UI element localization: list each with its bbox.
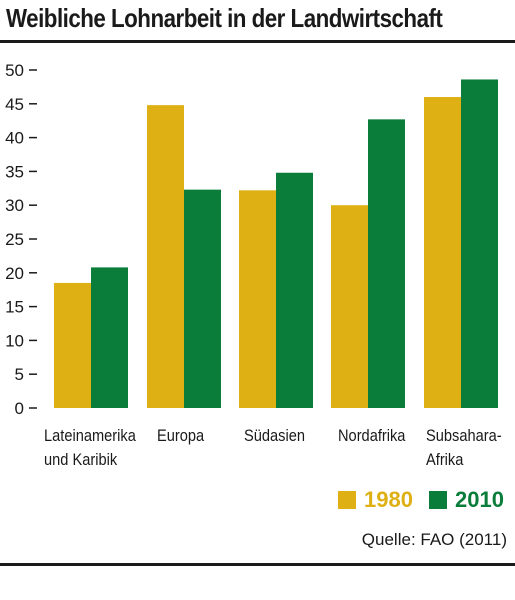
- category-label-0: Lateinamerika und Karibik: [44, 424, 136, 472]
- category-label-line: Subsahara-: [426, 426, 502, 445]
- bar-2010-0: [91, 267, 128, 408]
- category-label-line: Europa: [157, 426, 205, 445]
- category-label-line: Afrika: [426, 450, 464, 469]
- category-label-2: Südasien: [244, 424, 305, 448]
- legend-item-1980: 1980: [338, 487, 413, 512]
- y-tick-label-10: 10: [5, 331, 24, 350]
- bar-2010-3: [368, 119, 405, 409]
- y-tick-label-35: 35: [5, 162, 24, 181]
- y-tick-label-40: 40: [5, 129, 24, 148]
- y-tick-label-50: 50: [5, 61, 24, 80]
- category-label-1: Europa: [157, 424, 204, 448]
- bar-1980-0: [54, 282, 91, 408]
- category-label-line: Lateinamerika: [44, 426, 136, 445]
- legend-item-2010: 2010: [429, 487, 504, 512]
- bar-1980-1: [147, 105, 184, 408]
- category-label-4: Subsahara- Afrika: [426, 424, 502, 472]
- y-tick-label-25: 25: [5, 230, 24, 249]
- y-axis: 0 5 10 15 20 25 30 35 40 45 50: [5, 61, 37, 418]
- y-tick-label-20: 20: [5, 264, 24, 283]
- legend-label-1980: 1980: [364, 487, 413, 512]
- bar-1980-3: [331, 205, 368, 408]
- source-note: Quelle: FAO (2011): [361, 530, 507, 549]
- category-label-line: Südasien: [244, 426, 305, 445]
- legend-swatch-2010: [429, 491, 447, 509]
- category-label-line: Nordafrika: [338, 426, 406, 445]
- legend-swatch-1980: [338, 491, 356, 509]
- y-tick-label-30: 30: [5, 196, 24, 215]
- y-tick-label-5: 5: [15, 365, 24, 384]
- legend-label-2010: 2010: [455, 487, 504, 512]
- category-label-3: Nordafrika: [338, 424, 405, 448]
- chart-title: Weibliche Lohnarbeit in der Landwirtscha…: [6, 3, 443, 33]
- title-rule: [0, 40, 515, 43]
- bar-2010-1: [184, 189, 221, 408]
- y-tick-label-0: 0: [15, 399, 24, 418]
- footer-rule: [0, 563, 515, 566]
- bars: [54, 79, 498, 409]
- y-tick-label-45: 45: [5, 95, 24, 114]
- bar-1980-2: [239, 190, 276, 408]
- bar-2010-2: [276, 172, 313, 408]
- bar-1980-4: [424, 97, 461, 408]
- y-tick-label-15: 15: [5, 298, 24, 317]
- category-label-line: und Karibik: [44, 450, 118, 469]
- bar-2010-4: [461, 79, 498, 409]
